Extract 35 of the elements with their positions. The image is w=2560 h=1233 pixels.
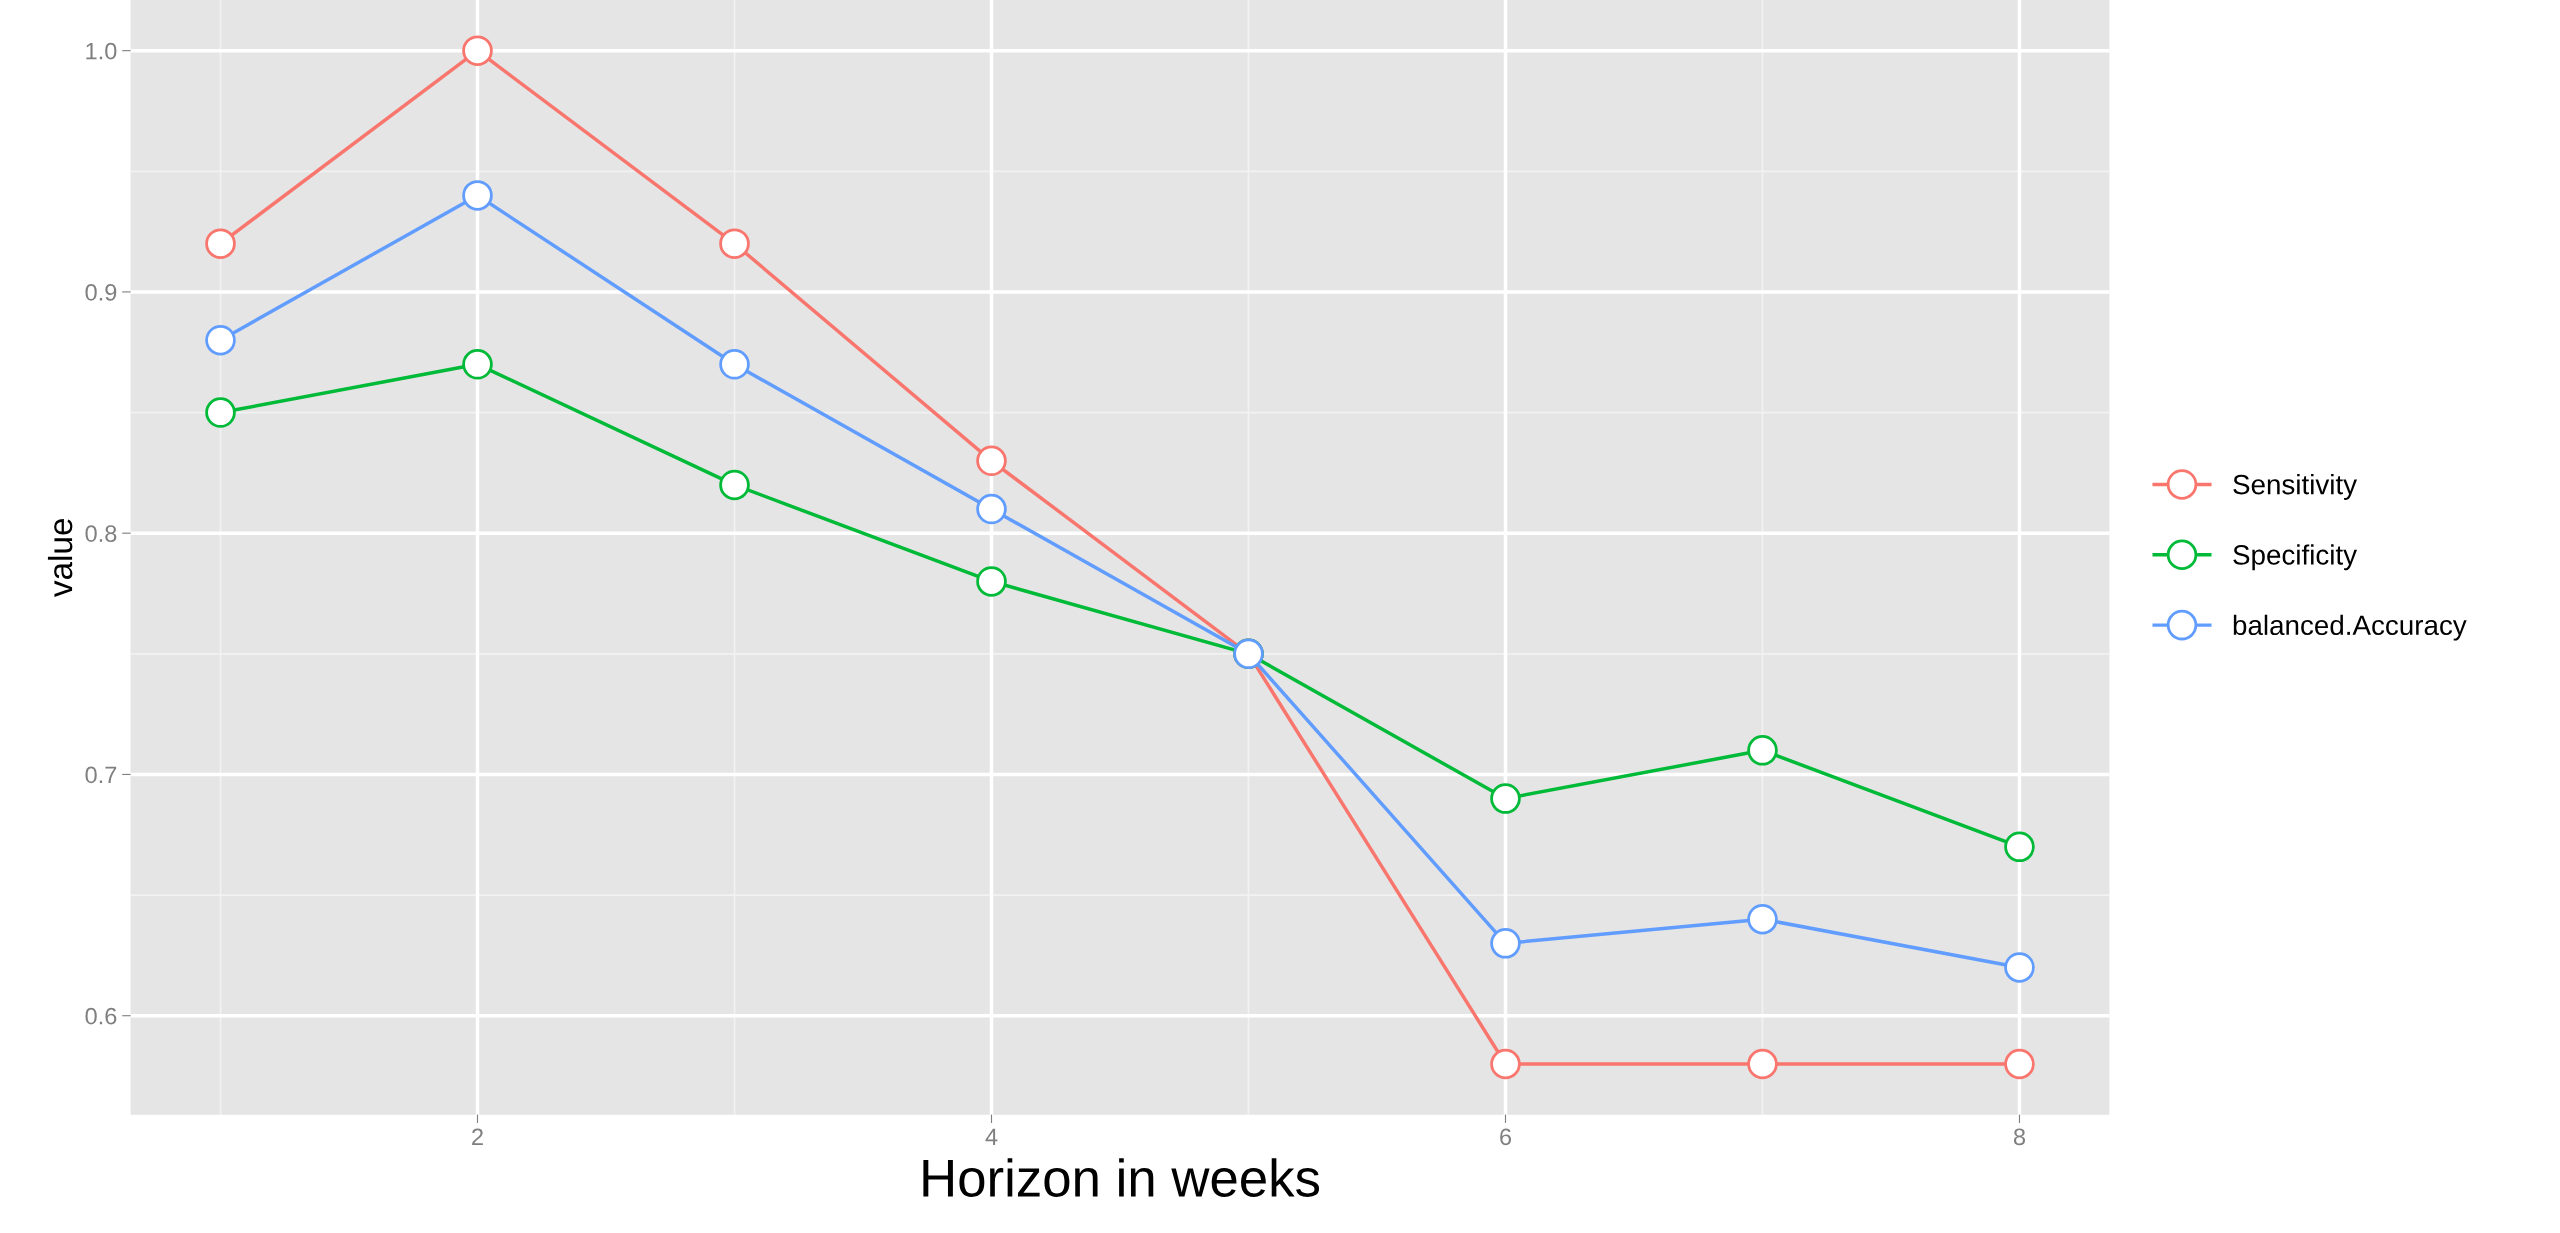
- y-axis-title: value: [47, 518, 73, 598]
- point: [462, 35, 493, 66]
- point: [1490, 783, 1521, 814]
- y-tick-label: 0.7: [85, 766, 117, 784]
- point: [462, 349, 493, 380]
- point: [205, 324, 236, 356]
- x-tick-label: 2: [472, 1128, 483, 1145]
- legend-label: balanced.Accuracy: [2233, 614, 2467, 641]
- point: [205, 228, 236, 259]
- point: [2004, 1048, 2035, 1080]
- point: [1490, 928, 1521, 959]
- point: [1490, 1048, 1521, 1080]
- point: [976, 445, 1007, 477]
- y-tick-label: 0.9: [85, 284, 117, 301]
- legend-label: Sensitivity: [2233, 474, 2357, 500]
- point: [719, 349, 750, 380]
- point: [2004, 952, 2035, 983]
- y-tick-label: 1.0: [86, 42, 117, 60]
- point: [1747, 735, 1778, 766]
- x-tick-label: 6: [1500, 1128, 1512, 1146]
- y-tick-label: 0.6: [85, 1007, 117, 1025]
- point: [976, 566, 1007, 597]
- point: [1747, 903, 1778, 935]
- x-axis-title: Horizon in weeks: [923, 1158, 1320, 1197]
- point: [2004, 831, 2035, 863]
- point: [205, 397, 236, 428]
- x-tick-label: 4: [985, 1128, 998, 1145]
- point: [462, 180, 493, 211]
- y-tick-label: 0.8: [85, 525, 117, 542]
- point: [719, 469, 750, 501]
- point: [1747, 1048, 1778, 1080]
- point: [719, 228, 750, 259]
- x-tick-label: 8: [2013, 1128, 2026, 1146]
- legend-label: Specificity: [2233, 544, 2357, 571]
- point: [976, 493, 1007, 525]
